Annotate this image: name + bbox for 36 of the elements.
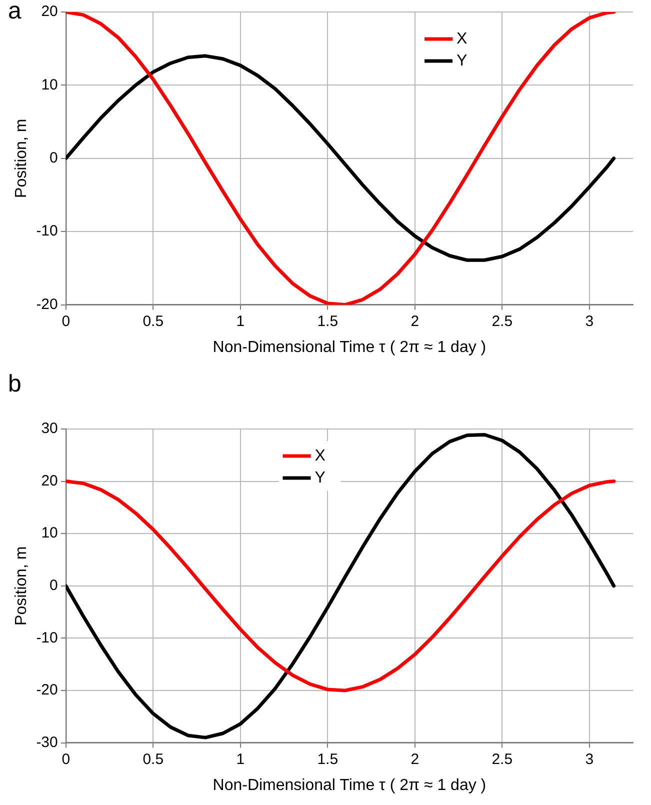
y-tick-label: 30 xyxy=(41,420,58,438)
y-tick-label: 20 xyxy=(41,472,58,490)
x-tick-label: 0.5 xyxy=(142,750,164,768)
x-tick-label: 0.5 xyxy=(142,312,164,330)
x-tick-label: 1 xyxy=(236,750,245,768)
y-axis-title: Position, m xyxy=(13,546,30,626)
y-tick-label: -20 xyxy=(36,296,58,313)
x-axis-title: Non-Dimensional Time τ ( 2π ≈ 1 day ) xyxy=(212,338,486,356)
chart-title: b xyxy=(8,370,22,398)
x-tick-label: 1 xyxy=(236,312,245,330)
x-tick-label: 3 xyxy=(585,750,594,768)
x-tick-label: 1.5 xyxy=(317,750,338,768)
y-tick-label: 10 xyxy=(41,76,58,94)
y-tick-label: 20 xyxy=(41,3,58,20)
legend-label: X xyxy=(314,447,326,464)
legend-label: X xyxy=(456,30,468,48)
x-tick-label: 3 xyxy=(585,312,594,330)
x-tick-label: 2.5 xyxy=(492,750,513,768)
x-tick-label: 0 xyxy=(62,312,70,330)
y-axis-title: Position, m xyxy=(13,118,30,198)
y-tick-label: -10 xyxy=(36,222,58,240)
x-tick-label: 2 xyxy=(410,750,420,768)
y-tick-label: -20 xyxy=(36,682,58,699)
y-tick-label: 0 xyxy=(50,150,58,167)
x-axis-title: Non-Dimensional Time τ ( 2π ≈ 1 day ) xyxy=(212,776,486,794)
y-tick-label: -30 xyxy=(36,734,58,751)
x-tick-label: 2.5 xyxy=(492,312,513,330)
y-tick-label: 0 xyxy=(50,577,58,594)
legend-label: Y xyxy=(314,469,326,486)
y-tick-label: 10 xyxy=(41,524,58,542)
chart-title: a xyxy=(8,0,22,25)
x-tick-label: 1.5 xyxy=(317,312,338,330)
y-tick-label: -10 xyxy=(36,629,58,646)
x-tick-label: 0 xyxy=(62,750,70,768)
legend-label: Y xyxy=(456,52,468,70)
x-tick-label: 2 xyxy=(410,312,420,330)
